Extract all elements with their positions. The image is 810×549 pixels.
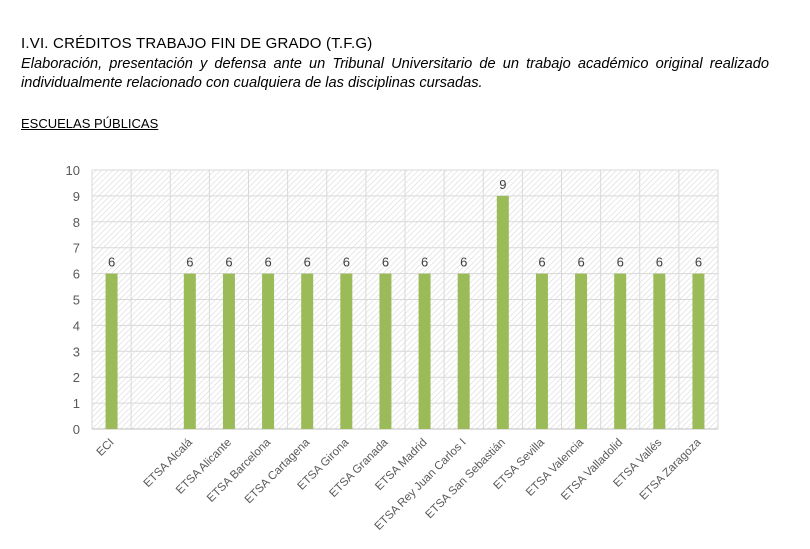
data-label: 6 [304,255,311,270]
y-tick-label: 10 [66,163,80,178]
y-tick-label: 5 [73,293,80,308]
data-label: 6 [538,255,545,270]
y-tick-label: 2 [73,370,80,385]
bar [575,273,588,429]
bar [183,273,196,429]
data-label: 6 [577,255,584,270]
y-tick-label: 6 [73,267,80,282]
section-heading: ESCUELAS PÚBLICAS [21,116,159,131]
y-tick-label: 8 [73,215,80,230]
page-title: I.VI. CRÉDITOS TRABAJO FIN DE GRADO (T.F… [21,35,373,52]
y-tick-label: 4 [73,318,80,333]
bar [535,273,548,429]
data-label: 6 [382,255,389,270]
bar [379,273,392,429]
bar [457,273,470,429]
data-label: 6 [617,255,624,270]
y-tick-label: 7 [73,241,80,256]
data-label: 6 [186,255,193,270]
data-label: 6 [264,255,271,270]
bar [653,273,666,429]
data-label: 6 [460,255,467,270]
data-label: 6 [225,255,232,270]
y-tick-label: 3 [73,344,80,359]
bar [340,273,353,429]
y-tick-label: 9 [73,189,80,204]
bar [418,273,431,429]
bar [105,273,118,429]
x-tick-label: ECI [95,437,117,459]
bar [262,273,275,429]
data-label: 9 [499,177,506,192]
data-label: 6 [421,255,428,270]
bar [301,273,314,429]
data-label: 6 [343,255,350,270]
y-tick-label: 0 [73,422,80,437]
bar [614,273,627,429]
data-label: 6 [656,255,663,270]
y-tick-label: 1 [73,396,80,411]
data-label: 6 [695,255,702,270]
bar [692,273,705,429]
data-label: 6 [108,255,115,270]
bar [222,273,235,429]
description: Elaboración, presentación y defensa ante… [21,56,769,91]
bar [496,195,509,429]
